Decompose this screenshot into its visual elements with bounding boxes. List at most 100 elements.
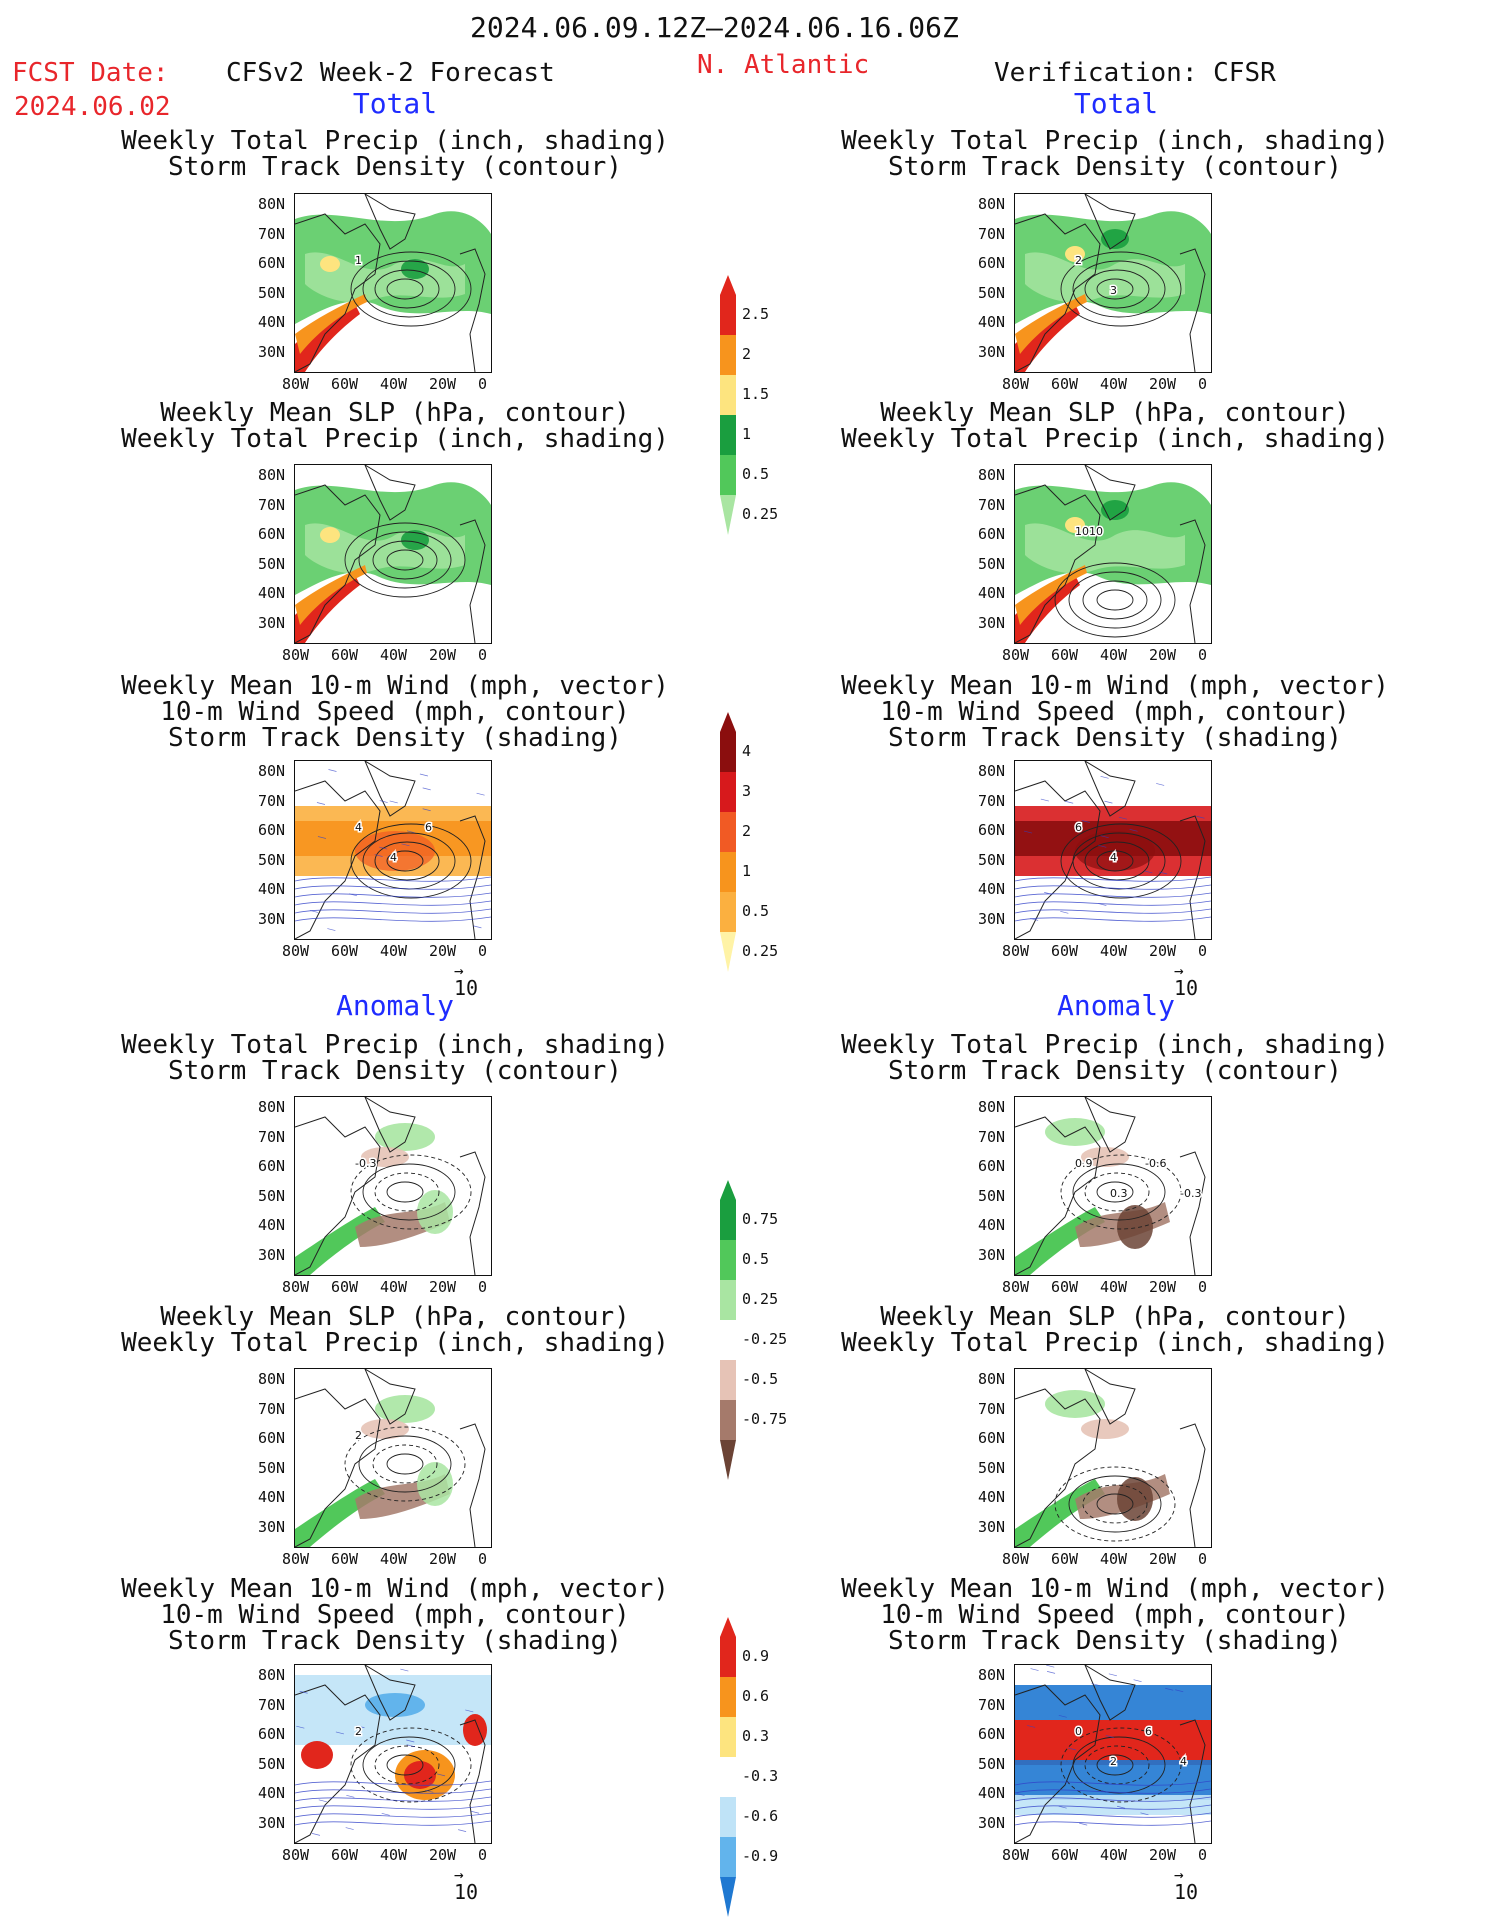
total-precip-vr-lon-tick-4: 0 <box>1198 375 1208 393</box>
contour-label: -0.3 <box>1180 1187 1201 1200</box>
total-precip-fc-lat-tick-2: 60N <box>258 254 286 272</box>
total-precip-fc-lat-tick-4: 40N <box>258 313 286 331</box>
total-precip-fc-map-plot: 1 <box>294 192 491 373</box>
anom-wind-fc-lon-tick-3: 20W <box>429 1846 457 1864</box>
anom-wind-vr-lon-tick-4: 0 <box>1198 1846 1208 1864</box>
anom-wind-fc-title-line-2: 10-m Wind Speed (mph, contour) <box>160 1600 630 1630</box>
contour-label: 0 <box>1075 1725 1082 1738</box>
anom-slp-vr-map <box>1014 1367 1212 1548</box>
anom-precip-fc-lat-tick-1: 70N <box>258 1127 286 1146</box>
anom-slp-fc-lon-tick-0: 80W <box>282 1550 310 1568</box>
anom-wind-vr-lon-tick-3: 20W <box>1149 1846 1177 1864</box>
anom-wind-vr-lon-tick-2: 40W <box>1100 1846 1128 1864</box>
total-slp-fc-map <box>294 463 492 644</box>
total-wind-vr-map-plot: 64 <box>1014 759 1212 940</box>
anom-wind-vr-lat-tick-5: 30N <box>978 1813 1006 1832</box>
anom-slp-vr-lat-tick-3: 50N <box>978 1458 1006 1477</box>
total-slp-vr-title-line-2: Weekly Total Precip (inch, shading) <box>841 424 1389 454</box>
total-wind-fc-lat-tick-5: 30N <box>258 909 286 928</box>
anom-wind-vr-lat-tick-2: 60N <box>978 1725 1006 1743</box>
colorbar-total_precip-label-1: 2 <box>742 345 752 363</box>
anom-slp-fc-lon-tick-1: 60W <box>331 1550 359 1568</box>
colorbar-anom_storm: 0.9 0.6 0.3 -0.3 -0.6 -0.9 <box>720 1617 800 1921</box>
anom-wind-vr-map-plot: 0 2 6 4 <box>1014 1663 1212 1844</box>
anom-precip-fc-title-line-1: Weekly Total Precip (inch, shading) <box>121 1030 669 1060</box>
anom-wind-fc-lat-tick-2: 60N <box>258 1725 286 1743</box>
contour-label: 2 <box>355 1429 362 1442</box>
colorbar-anom_storm-label-5: -0.9 <box>742 1847 779 1865</box>
total-precip-vr-lat-tick-0: 80N <box>978 195 1006 213</box>
contour-label: 3 <box>1110 284 1117 297</box>
section-total-left: Total <box>352 87 438 120</box>
anom-precip-vr-lon-tick-3: 20W <box>1149 1278 1177 1296</box>
contour-label: 2 <box>1075 254 1082 267</box>
anom-precip-fc-title-line-2: Storm Track Density (contour) <box>168 1056 622 1086</box>
anom-wind-vr-vector-ref: → 10 <box>1174 1865 1199 1905</box>
total-precip-vr-title-line-2: Storm Track Density (contour) <box>888 152 1342 182</box>
total-wind-fc-title-line-1: Weekly Mean 10-m Wind (mph, vector) <box>121 671 669 701</box>
anom-slp-vr-lat-tick-2: 60N <box>978 1429 1006 1447</box>
contour-label: -0.3 <box>355 1157 376 1170</box>
colorbar-total_storm-label-1: 3 <box>742 782 752 800</box>
contour-label: 2 <box>355 1725 362 1738</box>
total-slp-fc-lat-tick-3: 50N <box>258 554 286 573</box>
colorbar-total_precip-label-2: 1.5 <box>742 385 770 403</box>
anom-wind-vr-lat-tick-3: 50N <box>978 1754 1006 1773</box>
total-slp-vr-lon-tick-0: 80W <box>1002 646 1030 664</box>
total-slp-vr-lat-tick-5: 30N <box>978 613 1006 632</box>
anom-wind-fc-lon-tick-0: 80W <box>282 1846 310 1864</box>
total-wind-fc-title-line-3: Storm Track Density (shading) <box>168 723 622 753</box>
total-wind-vr-lat-tick-2: 60N <box>978 821 1006 839</box>
total-slp-vr-lat-tick-4: 40N <box>978 584 1006 602</box>
anom-wind-fc-lat-tick-1: 70N <box>258 1695 286 1714</box>
anom-precip-vr-lat-tick-4: 40N <box>978 1216 1006 1234</box>
anom-slp-vr-lon-tick-0: 80W <box>1002 1550 1030 1568</box>
total-wind-vr-lon-tick-2: 40W <box>1100 942 1128 960</box>
anom-slp-vr-lon-tick-4: 0 <box>1198 1550 1208 1568</box>
anom-slp-fc-map: 2 <box>294 1367 492 1548</box>
colorbar-anom_precip: 0.75 0.5 0.25 -0.25 -0.5 -0.75 <box>720 1180 800 1484</box>
anom-wind-fc-lat-tick-5: 30N <box>258 1813 286 1832</box>
anom-precip-vr-lat-tick-2: 60N <box>978 1157 1006 1175</box>
anom-precip-fc-lat-tick-2: 60N <box>258 1157 286 1175</box>
total-wind-vr-lon-tick-3: 20W <box>1149 942 1177 960</box>
colorbar-total_precip-label-0: 2.5 <box>742 305 770 323</box>
anom-precip-vr-lat-tick-0: 80N <box>978 1098 1006 1116</box>
colorbar-anom_precip-label-4: -0.5 <box>742 1370 779 1388</box>
total-precip-fc-lat-tick-0: 80N <box>258 195 286 213</box>
anom-slp-vr-lon-tick-1: 60W <box>1051 1550 1079 1568</box>
anom-precip-fc-map: -0.3 <box>294 1095 492 1276</box>
total-precip-vr-lon-tick-1: 60W <box>1051 375 1079 393</box>
total-wind-vr-lat-tick-0: 80N <box>978 762 1006 780</box>
total-slp-fc-lat-tick-5: 30N <box>258 613 286 632</box>
total-wind-vr-lon-tick-1: 60W <box>1051 942 1079 960</box>
total-slp-vr-lat-tick-1: 70N <box>978 495 1006 514</box>
total-wind-vr-lat-tick-3: 50N <box>978 850 1006 869</box>
contour-label: 4 <box>1110 851 1117 864</box>
total-precip-fc-lat-tick-3: 50N <box>258 283 286 302</box>
anom-precip-fc-lat-tick-4: 40N <box>258 1216 286 1234</box>
total-wind-vr-vector-ref: → 10 <box>1174 961 1199 1001</box>
anom-slp-fc-lat-tick-3: 50N <box>258 1458 286 1477</box>
anom-slp-vr-lon-tick-3: 20W <box>1149 1550 1177 1568</box>
total-precip-vr-lat-tick-5: 30N <box>978 342 1006 361</box>
total-wind-fc-map: 4 4 6 <box>294 759 492 940</box>
anom-slp-fc-map-plot: 2 <box>294 1367 486 1548</box>
total-slp-fc-lat-tick-1: 70N <box>258 495 286 514</box>
colorbar-total_precip-label-3: 1 <box>742 425 752 443</box>
anom-slp-vr-lat-tick-5: 30N <box>978 1517 1006 1536</box>
anom-precip-vr-title-line-2: Storm Track Density (contour) <box>888 1056 1342 1086</box>
total-wind-vr-lon-tick-4: 0 <box>1198 942 1208 960</box>
anom-slp-vr-lon-tick-2: 40W <box>1100 1550 1128 1568</box>
contour-label: 2 <box>1110 1755 1117 1768</box>
total-wind-fc-lat-tick-4: 40N <box>258 880 286 898</box>
contour-label: 1 <box>355 254 362 267</box>
colorbar-anom_storm-label-3: -0.3 <box>742 1767 779 1785</box>
anom-slp-vr-title-line-2: Weekly Total Precip (inch, shading) <box>841 1328 1389 1358</box>
anom-precip-fc-lat-tick-0: 80N <box>258 1098 286 1116</box>
total-slp-vr-lon-tick-1: 60W <box>1051 646 1079 664</box>
total-wind-fc-lon-tick-2: 40W <box>380 942 408 960</box>
total-slp-vr-map-plot: 1010 <box>1014 463 1211 644</box>
colorbar-anom_precip-label-0: 0.75 <box>742 1210 779 1228</box>
contour-label: 4 <box>355 821 362 834</box>
